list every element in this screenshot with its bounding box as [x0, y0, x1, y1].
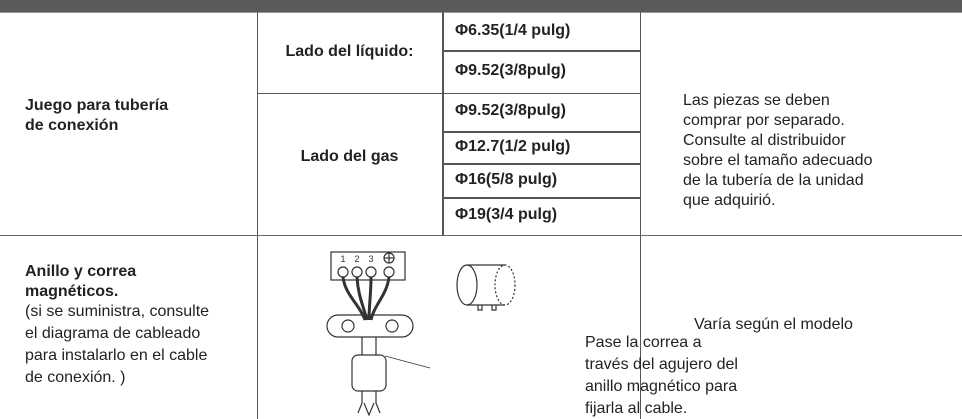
terminal-label: 2: [354, 254, 359, 264]
terminal-block: [330, 251, 406, 281]
detail: de conexión. ): [25, 369, 126, 386]
terminal-label: 1: [340, 254, 345, 264]
note: Varía según el modelo: [694, 316, 853, 333]
terminal-label: 3: [368, 254, 373, 264]
detail: el diagrama de cableado: [25, 325, 201, 342]
size: Φ9.52(3/8pulg): [455, 102, 566, 119]
divider: [442, 163, 640, 165]
label: magnéticos.: [25, 283, 119, 300]
caption: anillo magnético para: [585, 378, 738, 395]
divider: [640, 12, 641, 419]
note: Las piezas se deben: [683, 92, 830, 109]
size: Φ12.7(1/2 pulg): [455, 138, 571, 155]
caption: Pase la correa a: [585, 334, 702, 351]
side: Lado del gas: [300, 148, 399, 165]
ring: [456, 264, 478, 306]
divider: [442, 12, 444, 235]
divider: [442, 131, 640, 133]
note: comprar por separado.: [683, 112, 845, 129]
divider: [442, 50, 640, 52]
divider: [442, 197, 640, 199]
note: de la tubería de la unidad: [683, 172, 864, 189]
size: Φ16(5/8 pulg): [455, 171, 558, 188]
divider: [257, 93, 640, 94]
detail: (si se suministra, consulte: [25, 303, 210, 320]
divider: [257, 12, 258, 419]
strap: [326, 314, 414, 338]
top-bar: [0, 0, 962, 13]
label: Juego para tubería: [25, 97, 169, 114]
side: Lado del líquido:: [285, 43, 414, 60]
label: de conexión: [25, 117, 119, 134]
divider: [0, 235, 962, 236]
ferrite-ring: [351, 354, 387, 392]
caption: través del agujero del: [585, 356, 738, 373]
size: Φ19(3/4 pulg): [455, 206, 558, 223]
note: Consulte al distribuidor: [683, 132, 846, 149]
size: Φ9.52(3/8pulg): [455, 62, 566, 79]
caption: fijarla al cable.: [585, 400, 688, 417]
note: que adquirió.: [683, 192, 776, 209]
size: Φ6.35(1/4 pulg): [455, 22, 571, 39]
note: sobre el tamaño adecuado: [683, 152, 873, 169]
label: Anillo y correa: [25, 263, 137, 280]
detail: para instalarlo en el cable: [25, 347, 208, 364]
